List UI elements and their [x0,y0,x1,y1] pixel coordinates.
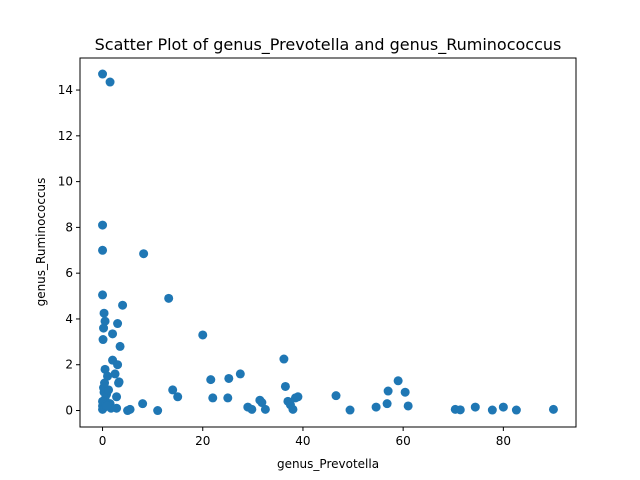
scatter-point [100,316,110,326]
y-axis-ticks: 0 2 4 6 8 10 12 14 [58,83,80,418]
scatter-point [164,293,174,303]
scatter-point [331,391,341,401]
y-axis-label: genus_Ruminococcus [34,178,48,307]
scatter-point [98,220,108,230]
scatter-point [114,378,124,388]
scatter-point [206,375,216,385]
scatter-point [113,360,123,370]
scatter-point [115,341,125,351]
x-tick-label: 0 [99,434,107,448]
scatter-point [224,373,234,383]
y-tick-label: 12 [58,129,73,143]
scatter-point [400,387,410,397]
scatter-point [382,399,392,409]
scatter-point [108,329,118,339]
scatter-point [125,404,135,414]
scatter-point [98,290,108,300]
x-axis-ticks: 0 20 40 60 80 [99,427,511,448]
scatter-point [223,393,233,403]
x-axis-label: genus_Prevotella [277,457,379,471]
scatter-point [153,406,163,416]
scatter-points [98,69,558,416]
x-tick-label: 60 [396,434,411,448]
scatter-point [498,402,508,412]
scatter-point [257,398,267,408]
x-tick-label: 40 [295,434,310,448]
y-tick-label: 8 [65,220,73,234]
scatter-point [198,330,208,340]
y-tick-label: 10 [58,175,73,189]
y-tick-label: 0 [65,404,73,418]
y-tick-label: 6 [65,266,73,280]
scatter-point [103,371,113,381]
scatter-point [118,300,128,310]
y-tick-label: 2 [65,358,73,372]
scatter-point [98,245,108,255]
scatter-point [548,404,558,414]
scatter-point [279,354,289,364]
scatter-point [98,335,108,345]
x-tick-label: 80 [496,434,511,448]
scatter-point [112,392,122,402]
scatter-point [138,399,148,409]
scatter-point [105,77,115,87]
scatter-point [371,402,381,412]
y-tick-label: 14 [58,83,73,97]
x-tick-label: 20 [195,434,210,448]
scatter-point [247,404,257,414]
scatter-point [99,308,109,318]
scatter-point [113,319,123,329]
scatter-point [102,401,112,411]
scatter-point [99,323,109,333]
chart-title: Scatter Plot of genus_Prevotella and gen… [95,35,562,55]
y-tick-label: 4 [65,312,73,326]
scatter-point [345,405,355,415]
plot-area [98,69,558,416]
scatter-point [98,69,108,79]
scatter-point [293,392,303,402]
scatter-point [173,392,183,402]
scatter-point [280,381,290,391]
scatter-point [168,385,178,395]
scatter-point [403,401,413,411]
scatter-point [383,386,393,396]
scatter-point [235,369,245,379]
scatter-point [288,404,298,414]
scatter-point [470,402,480,412]
scatter-point [393,376,403,386]
scatter-point [139,249,149,259]
scatter-point [260,404,270,414]
scatter-point [455,405,465,415]
scatter-point [100,378,110,388]
axes-frame [79,57,577,428]
scatter-point [110,369,120,379]
scatter-point [511,405,521,415]
scatter-point [487,405,497,415]
scatter-point [104,385,114,395]
scatter-point [208,393,218,403]
scatter-point [100,364,110,374]
